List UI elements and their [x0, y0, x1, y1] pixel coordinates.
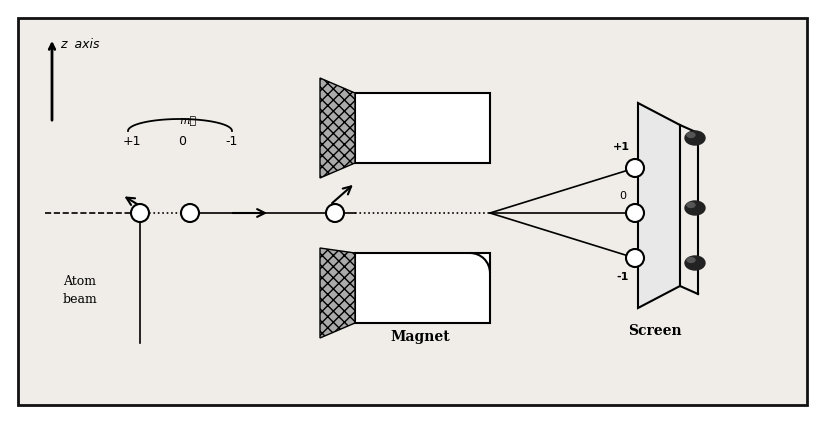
Text: 0: 0 — [178, 135, 186, 148]
Polygon shape — [638, 103, 680, 308]
Text: -1: -1 — [226, 135, 238, 148]
Text: z  axis: z axis — [60, 38, 100, 51]
Text: mℓ: mℓ — [180, 116, 196, 126]
Ellipse shape — [685, 131, 705, 145]
Circle shape — [626, 204, 644, 222]
Text: Screen: Screen — [628, 324, 681, 338]
Ellipse shape — [687, 203, 695, 207]
Text: -1: -1 — [617, 272, 629, 282]
Circle shape — [626, 159, 644, 177]
Text: +1: +1 — [612, 142, 629, 152]
Ellipse shape — [687, 132, 695, 137]
Circle shape — [181, 204, 199, 222]
Text: Atom
beam: Atom beam — [63, 275, 97, 306]
Polygon shape — [320, 78, 355, 178]
Ellipse shape — [687, 258, 695, 262]
Polygon shape — [320, 248, 355, 338]
Text: 0: 0 — [620, 191, 626, 201]
Bar — [355, 253, 490, 323]
Ellipse shape — [685, 256, 705, 270]
Circle shape — [626, 249, 644, 267]
Circle shape — [131, 204, 149, 222]
Ellipse shape — [685, 201, 705, 215]
Text: +1: +1 — [123, 135, 141, 148]
Circle shape — [326, 204, 344, 222]
Text: Magnet: Magnet — [390, 330, 450, 344]
Bar — [355, 93, 490, 163]
